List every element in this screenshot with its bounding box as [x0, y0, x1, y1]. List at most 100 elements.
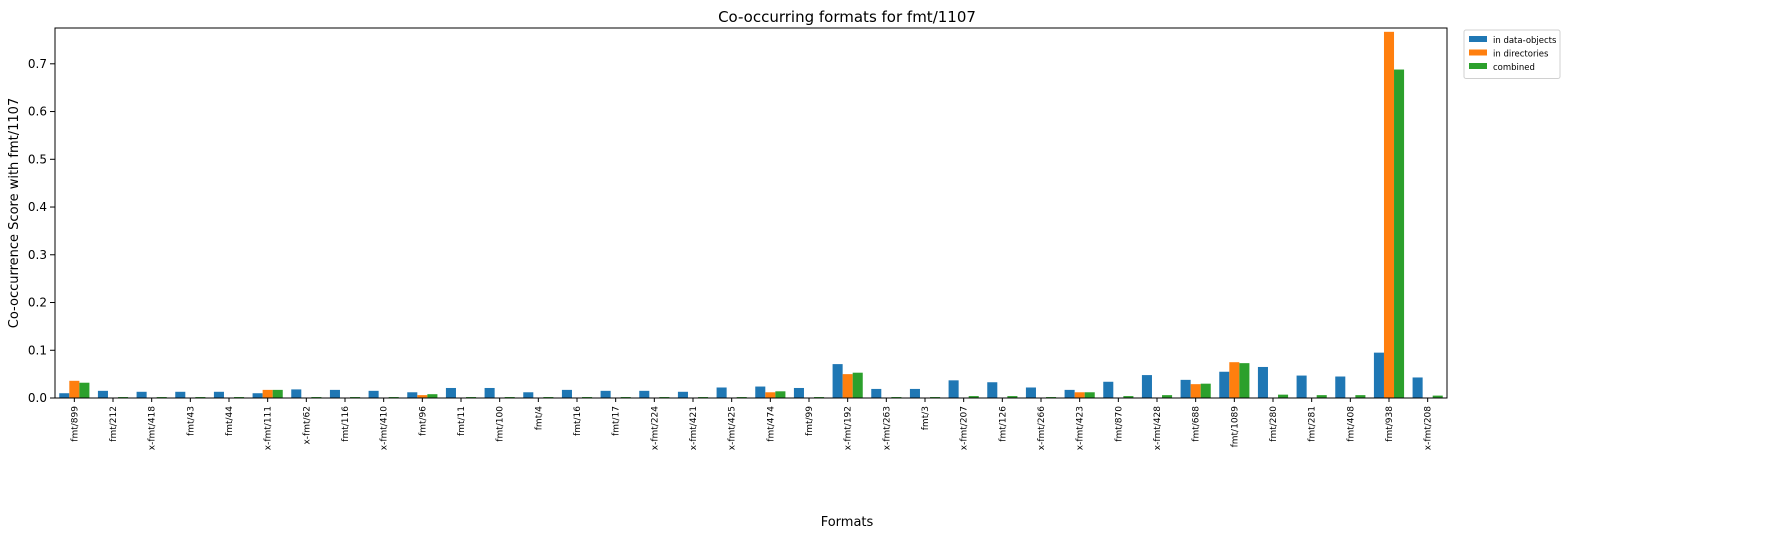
bar-combined-x-fmt-423	[1084, 392, 1095, 398]
x-tick-label: fmt/99	[805, 406, 815, 436]
bar-in-data-objects-fmt-44	[213, 391, 224, 398]
bar-in-data-objects-fmt-3	[909, 388, 920, 398]
x-axis: fmt/899 fmt/212 x-fmt/418 fmt/43 fmt/44 x-fmt…	[70, 398, 1434, 451]
bar-in-data-objects-x-fmt-111	[252, 393, 263, 398]
bar-combined-x-fmt-192	[852, 372, 863, 398]
bar-combined-fmt-126	[1007, 396, 1018, 398]
bar-in-data-objects-fmt-16	[561, 389, 572, 398]
bar-in-directories-x-fmt-423	[1074, 392, 1085, 398]
x-tick-label: x-fmt/421	[689, 406, 699, 450]
y-tick-label: 0.1	[28, 343, 47, 357]
x-tick-label: fmt/1089	[1230, 406, 1240, 448]
bar-combined-fmt-870	[1123, 396, 1134, 398]
bar-in-data-objects-x-fmt-423	[1064, 389, 1075, 398]
bar-in-data-objects-fmt-11	[445, 387, 456, 398]
x-tick-label: fmt/408	[1346, 406, 1356, 442]
bar-in-data-objects-fmt-281	[1296, 375, 1307, 398]
y-tick-label: 0.3	[28, 248, 47, 262]
x-tick-label: x-fmt/266	[1037, 406, 1047, 451]
x-tick-label: fmt/116	[341, 406, 351, 442]
bar-in-data-objects-fmt-474	[755, 386, 766, 398]
x-tick-label: fmt/11	[457, 406, 467, 436]
bar-in-data-objects-fmt-899	[59, 393, 70, 398]
y-tick-label: 0.7	[28, 57, 47, 71]
bar-in-data-objects-fmt-100	[484, 387, 495, 398]
bar-in-data-objects-fmt-212	[97, 390, 108, 398]
bar-in-data-objects-fmt-96	[407, 392, 418, 398]
bar-in-data-objects-fmt-688	[1180, 379, 1191, 398]
bar-in-data-objects-x-fmt-266	[1025, 387, 1036, 398]
bar-in-data-objects-x-fmt-224	[639, 390, 650, 398]
bar-combined-fmt-96	[427, 394, 438, 398]
bar-in-data-objects-x-fmt-410	[368, 390, 379, 398]
x-tick-label: x-fmt/410	[380, 406, 390, 451]
y-tick-label: 0.2	[28, 296, 47, 310]
bar-combined-fmt-281	[1316, 395, 1327, 398]
x-tick-label: x-fmt/224	[650, 406, 660, 451]
bar-in-directories-x-fmt-192	[842, 374, 853, 398]
bar-in-data-objects-fmt-116	[329, 389, 340, 398]
x-tick-label: fmt/280	[1269, 406, 1279, 442]
bar-in-data-objects-x-fmt-62	[291, 389, 302, 398]
bar-in-directories-fmt-474	[765, 392, 776, 398]
bar-in-data-objects-x-fmt-263	[871, 388, 882, 398]
x-tick-label: x-fmt/263	[882, 406, 892, 450]
x-tick-label: fmt/100	[496, 406, 506, 442]
legend-swatch	[1469, 63, 1487, 69]
bar-in-data-objects-fmt-17	[600, 390, 611, 398]
y-tick-label: 0.5	[28, 152, 47, 166]
bar-in-data-objects-fmt-126	[987, 382, 998, 398]
bar-in-data-objects-fmt-408	[1335, 376, 1346, 398]
bar-in-directories-fmt-96	[417, 395, 428, 398]
x-tick-label: fmt/212	[109, 406, 119, 442]
bar-in-directories-fmt-1089	[1229, 362, 1240, 398]
y-tick-label: 0.6	[28, 105, 47, 119]
bar-in-data-objects-x-fmt-192	[832, 364, 843, 398]
bar-combined-fmt-474	[775, 391, 786, 398]
x-tick-label: x-fmt/62	[302, 406, 312, 445]
x-tick-label: fmt/4	[534, 406, 544, 430]
bar-in-data-objects-x-fmt-425	[716, 387, 727, 398]
legend-box	[1463, 29, 1561, 79]
bar-in-directories-fmt-688	[1190, 384, 1201, 398]
legend: in data-objects in directories combined	[1463, 29, 1561, 79]
chart-title: Co-occurring formats for fmt/1107	[718, 8, 976, 26]
legend-label: combined	[1493, 63, 1535, 73]
x-tick-label: fmt/688	[1192, 406, 1202, 442]
bar-in-data-objects-fmt-870	[1103, 381, 1114, 398]
x-tick-label: x-fmt/207	[960, 406, 970, 450]
bar-combined-x-fmt-208	[1432, 395, 1443, 398]
bars	[59, 31, 1443, 398]
y-axis: 0.0 0.1 0.2 0.3 0.4 0.5 0.6 0.7	[28, 57, 55, 405]
y-tick-label: 0.0	[28, 391, 47, 405]
bar-combined-fmt-938	[1394, 69, 1405, 398]
x-tick-label: fmt/938	[1385, 406, 1395, 442]
x-tick-label: fmt/3	[921, 406, 931, 430]
bar-in-data-objects-x-fmt-418	[136, 391, 147, 398]
x-tick-label: fmt/96	[418, 406, 428, 436]
x-tick-label: fmt/870	[1114, 406, 1124, 442]
bar-combined-fmt-688	[1200, 383, 1211, 398]
x-tick-label: x-fmt/192	[844, 406, 854, 450]
x-tick-label: fmt/126	[998, 406, 1008, 442]
bar-in-directories-fmt-899	[69, 380, 80, 398]
x-tick-label: fmt/16	[573, 406, 583, 436]
bar-in-data-objects-fmt-99	[793, 387, 804, 398]
x-tick-label: fmt/281	[1308, 406, 1318, 442]
legend-swatch	[1469, 36, 1487, 42]
bar-in-directories-x-fmt-111	[262, 389, 273, 398]
bar-combined-fmt-408	[1355, 395, 1366, 398]
bar-combined-fmt-1089	[1239, 363, 1250, 398]
x-tick-label: fmt/474	[766, 406, 776, 442]
x-axis-label: Formats	[821, 515, 874, 530]
x-tick-label: fmt/44	[225, 406, 235, 436]
bar-in-data-objects-fmt-938	[1373, 352, 1384, 398]
y-axis-label: Co-occurrence Score with fmt/1107	[7, 98, 22, 328]
legend-label: in directories	[1493, 50, 1549, 60]
bar-combined-x-fmt-207	[968, 396, 979, 398]
x-tick-label: x-fmt/111	[264, 406, 274, 450]
x-tick-label: x-fmt/418	[148, 406, 158, 451]
bar-combined-x-fmt-111	[272, 389, 283, 398]
x-tick-label: fmt/17	[612, 406, 622, 436]
